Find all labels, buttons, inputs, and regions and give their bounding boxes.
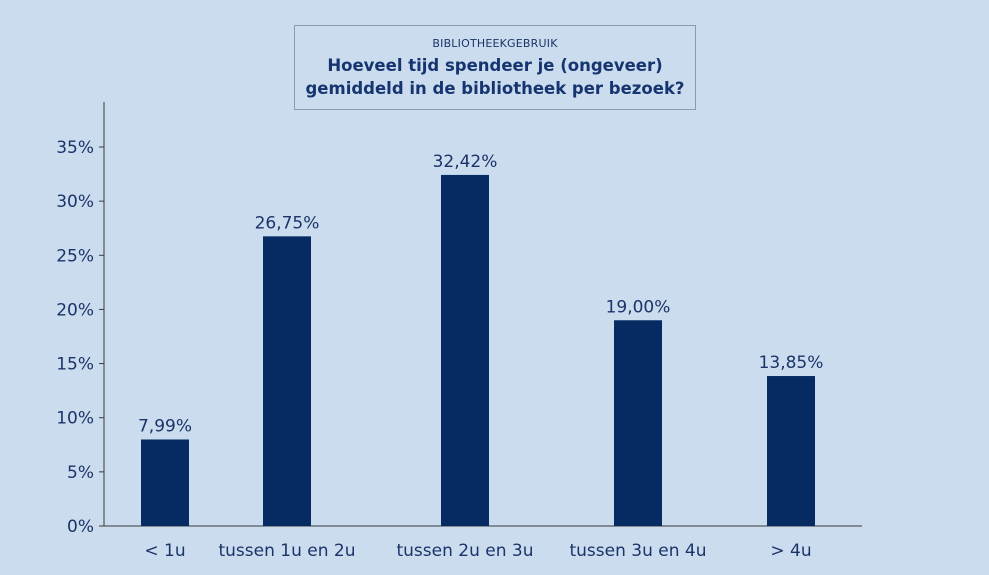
data-label: 32,42% (433, 152, 498, 172)
data-label: 19,00% (606, 297, 671, 317)
y-tick-label: 0% (67, 517, 94, 537)
data-label: 26,75% (255, 213, 320, 233)
bar (141, 439, 189, 526)
y-tick-label: 5% (67, 463, 94, 483)
y-tick-label: 15% (56, 355, 94, 375)
bar (767, 376, 815, 526)
x-tick-label: tussen 1u en 2u (218, 541, 355, 561)
data-label: 7,99% (138, 416, 192, 436)
y-tick-label: 25% (56, 246, 94, 266)
data-label: 13,85% (759, 353, 824, 373)
x-tick-label: tussen 3u en 4u (569, 541, 706, 561)
x-tick-label: < 1u (144, 541, 185, 561)
y-tick-label: 10% (56, 409, 94, 429)
x-tick-label: tussen 2u en 3u (396, 541, 533, 561)
y-tick-label: 35% (56, 138, 94, 158)
chart-title-box: BIBLIOTHEEKGEBRUIK Hoeveel tijd spendeer… (294, 25, 696, 110)
y-tick-label: 20% (56, 300, 94, 320)
chart-subtitle: BIBLIOTHEEKGEBRUIK (432, 37, 558, 50)
y-tick-label: 30% (56, 192, 94, 212)
bar (441, 174, 489, 526)
x-tick-label: > 4u (770, 541, 811, 561)
chart-title: Hoeveel tijd spendeer je (ongeveer) gemi… (305, 56, 685, 98)
bar (614, 320, 662, 526)
bar (263, 236, 311, 527)
